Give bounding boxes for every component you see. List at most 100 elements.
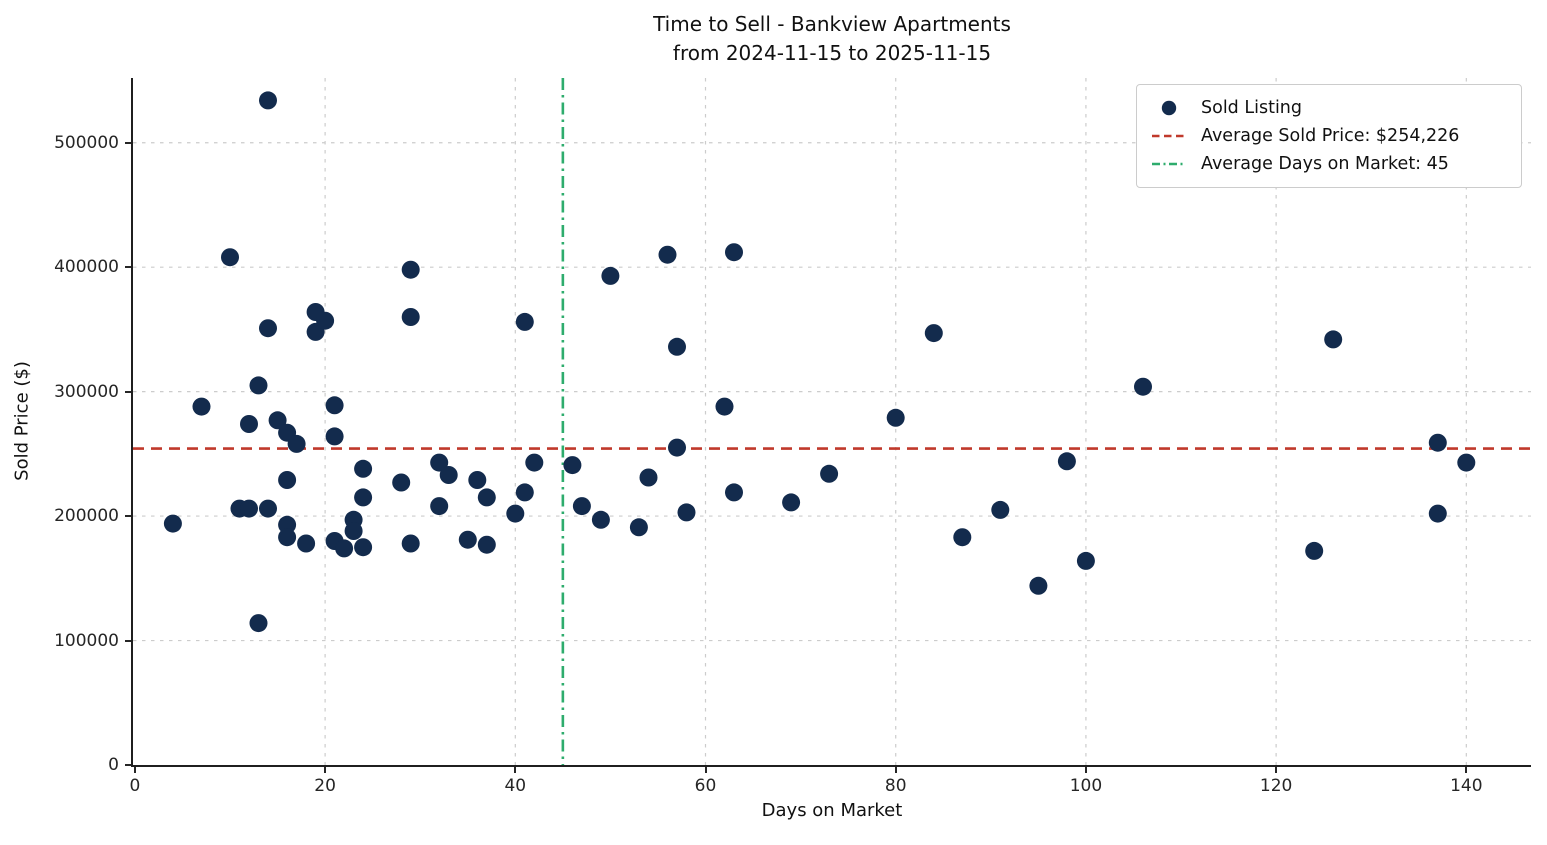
data-point [1305,541,1324,560]
x-tick-mark [514,767,517,773]
data-point [820,464,839,483]
data-point [430,497,449,516]
x-tick-label: 60 [694,776,717,796]
data-point [591,510,610,529]
data-point [401,308,420,326]
data-point [639,468,658,487]
data-point [192,397,211,416]
data-point [268,411,287,430]
legend: Sold Listing Average Sold Price: $254,22… [1136,84,1522,188]
x-tick-label: 20 [314,776,336,796]
data-point [668,337,686,356]
y-tick-label: 100000 [54,630,119,651]
data-point [249,376,268,395]
data-point [240,415,258,433]
legend-row-avg-days: Average Days on Market: 45 [1147,150,1511,178]
data-point [572,497,591,516]
data-point [325,427,344,446]
data-point [163,514,182,533]
avg-price-dashed-line-icon [1147,128,1191,144]
x-tick-label: 120 [1259,776,1293,796]
data-point [249,614,268,633]
data-point [725,243,743,262]
data-point [629,518,648,537]
data-point [477,488,496,507]
data-point [477,535,496,554]
data-point [240,499,258,518]
data-point [782,493,801,512]
x-tick-label: 100 [1069,776,1103,796]
legend-row-sold-listing: Sold Listing [1147,94,1511,122]
x-tick-mark [133,767,136,773]
x-tick-mark [1275,767,1278,773]
y-tick-mark [125,266,131,269]
chart-title-line2: from 2024-11-15 to 2025-11-15 [672,41,992,65]
data-point [259,91,277,110]
y-tick-label: 400000 [54,257,119,278]
y-tick-mark [125,639,131,642]
y-tick-label: 200000 [54,506,119,527]
data-point [1457,453,1476,472]
data-point [1428,433,1447,452]
data-point [259,499,277,518]
data-point [468,471,487,489]
x-tick-mark [1465,767,1468,773]
data-point [287,434,306,453]
data-point [715,397,734,416]
y-tick-label: 300000 [54,381,119,402]
data-point [430,453,449,472]
data-point [439,466,458,484]
data-point [297,534,316,553]
x-tick-label: 40 [504,776,527,796]
data-point [401,534,420,553]
y-tick-mark [125,390,131,393]
data-point [725,483,743,502]
data-point [401,260,420,279]
data-point [1076,551,1095,570]
legend-row-avg-price: Average Sold Price: $254,226 [1147,122,1511,150]
data-point [515,312,534,331]
legend-label-avg-price: Average Sold Price: $254,226 [1201,126,1460,146]
data-point [354,459,373,478]
avg-days-dashdot-line-icon [1147,156,1191,172]
data-point [525,453,544,472]
data-point [316,311,335,330]
x-tick-mark [1084,767,1087,773]
data-point [1428,504,1447,523]
legend-label-sold-listing: Sold Listing [1201,98,1303,118]
data-point [1324,330,1343,349]
y-tick-mark [125,141,131,144]
data-point [354,538,373,557]
data-point [924,324,943,343]
y-tick-mark [125,515,131,518]
y-axis-spine [131,78,133,767]
data-point [325,396,344,415]
data-point [392,473,411,492]
data-point [221,248,239,267]
chart-title: Time to Sell - Bankview Apartments from … [133,10,1531,68]
data-point [335,539,354,558]
data-point [344,522,363,540]
data-point [354,488,373,507]
x-tick-mark [324,767,327,773]
data-point [278,471,297,489]
x-axis-spine [131,765,1531,767]
data-point [515,483,534,502]
legend-label-avg-days: Average Days on Market: 45 [1201,154,1449,174]
data-point [677,503,696,522]
data-point [658,245,677,264]
y-tick-mark [125,764,131,766]
data-point [278,528,297,547]
data-point [458,530,477,549]
data-point [563,456,582,475]
chart-title-line1: Time to Sell - Bankview Apartments [653,12,1011,36]
data-point [991,500,1010,519]
x-tick-mark [894,767,897,773]
data-point [506,504,525,523]
data-point [668,438,686,457]
data-point [1057,452,1076,471]
scatter-plot [133,78,1531,765]
x-axis-label: Days on Market [761,800,903,821]
x-tick-label: 0 [129,776,141,796]
